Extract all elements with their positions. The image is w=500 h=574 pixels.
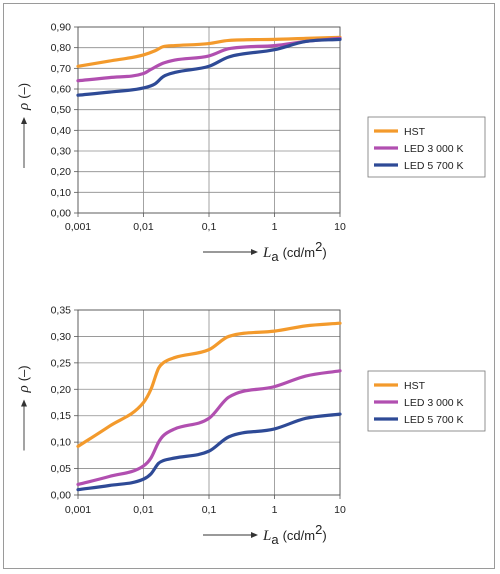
y-tick-label: 0,90 (51, 22, 72, 34)
x-axis-unit-close: ) (322, 528, 326, 543)
series-line-1 (76, 321, 342, 448)
y-tick-label: 0,70 (51, 63, 72, 75)
legend: HST LED 3 000 K LED 5 700 K (367, 370, 486, 432)
y-tick-label: 0,00 (51, 490, 72, 502)
x-axis-symbol: L (262, 528, 271, 544)
series-line-2 (76, 369, 342, 487)
y-axis-arrow-head (21, 117, 27, 124)
x-axis-title: La (cd/m2) (262, 239, 327, 264)
y-tick-label: 0,15 (51, 410, 72, 422)
y-tick-label: 0,35 (51, 305, 72, 317)
x-tick-label: 0,01 (133, 221, 154, 233)
legend: HST LED 3 000 K LED 5 700 K (367, 116, 486, 178)
y-axis-unit: (–) (16, 83, 31, 99)
x-axis-unit: (cd/m (283, 528, 316, 543)
x-axis-symbol: L (262, 245, 271, 261)
y-tick-label: 0,80 (51, 42, 72, 54)
x-tick-label: 10 (334, 221, 346, 233)
x-tick-label: 0,1 (202, 504, 217, 516)
y-tick-label: 0,40 (51, 125, 72, 137)
x-axis-subscript: a (271, 249, 279, 264)
y-axis-title-text: ρ (–) (16, 83, 32, 111)
chart-panel-2: 0,00 0,05 0,10 0,15 0,20 0,25 0,30 0,35 0,001 0,0… (16, 305, 486, 547)
series-line-1 (76, 35, 342, 68)
y-tick-label: 0,05 (51, 463, 72, 475)
x-axis-subscript: a (271, 532, 279, 547)
y-tick-label: 0,30 (51, 331, 72, 343)
series-line-3 (76, 37, 342, 97)
plot-border (77, 26, 341, 214)
y-axis-unit: (–) (16, 365, 31, 381)
x-tick-label: 0,001 (65, 221, 91, 233)
y-axis-symbol: ρ (16, 385, 32, 393)
legend-label-3: LED 5 700 K (404, 160, 464, 172)
y-tick-label: 0,50 (51, 104, 72, 116)
legend-label-3: LED 5 700 K (404, 414, 464, 426)
y-axis-title-text: ρ (–) (16, 365, 32, 393)
legend-label-2: LED 3 000 K (404, 397, 464, 409)
y-tick-label: 0,20 (51, 166, 72, 178)
x-axis-arrow-head (251, 532, 258, 538)
x-axis-title: La (cd/m2) (262, 522, 327, 547)
y-axis-arrow-head (21, 399, 27, 407)
x-axis-arrow-head (251, 249, 258, 255)
x-tick-label: 0,01 (133, 504, 154, 516)
chart-panel-1: 0,00 0,10 0,20 0,30 0,40 0,50 0,60 0,70 0,80 0,90… (16, 22, 486, 264)
y-tick-label: 0,10 (51, 187, 72, 199)
series-line-2 (76, 36, 342, 83)
x-tick-label: 0,1 (202, 221, 217, 233)
y-tick-label: 0,10 (51, 437, 72, 449)
y-axis-symbol: ρ (16, 103, 32, 111)
y-tick-label: 0,60 (51, 84, 72, 96)
y-tick-label: 0,00 (51, 208, 72, 220)
x-axis-unit: (cd/m (283, 245, 316, 260)
y-axis-title: ρ (–) (16, 83, 32, 111)
x-tick-label: 0,001 (65, 504, 91, 516)
y-tick-label: 0,30 (51, 146, 72, 158)
y-tick-label: 0,20 (51, 384, 72, 396)
x-axis-exponent: 2 (315, 239, 322, 254)
x-tick-label: 1 (272, 221, 278, 233)
y-axis-title: ρ (–) (16, 365, 32, 393)
x-axis-exponent: 2 (315, 522, 322, 537)
legend-label-2: LED 3 000 K (404, 143, 464, 155)
legend-box (367, 116, 486, 178)
x-tick-label: 10 (334, 504, 346, 516)
x-axis-unit-close: ) (322, 245, 326, 260)
y-tick-label: 0,25 (51, 357, 72, 369)
legend-label-1: HST (404, 126, 426, 138)
series-line-3 (76, 412, 342, 492)
x-tick-label: 1 (272, 504, 278, 516)
plot-border (77, 309, 341, 496)
legend-label-1: HST (404, 380, 426, 392)
